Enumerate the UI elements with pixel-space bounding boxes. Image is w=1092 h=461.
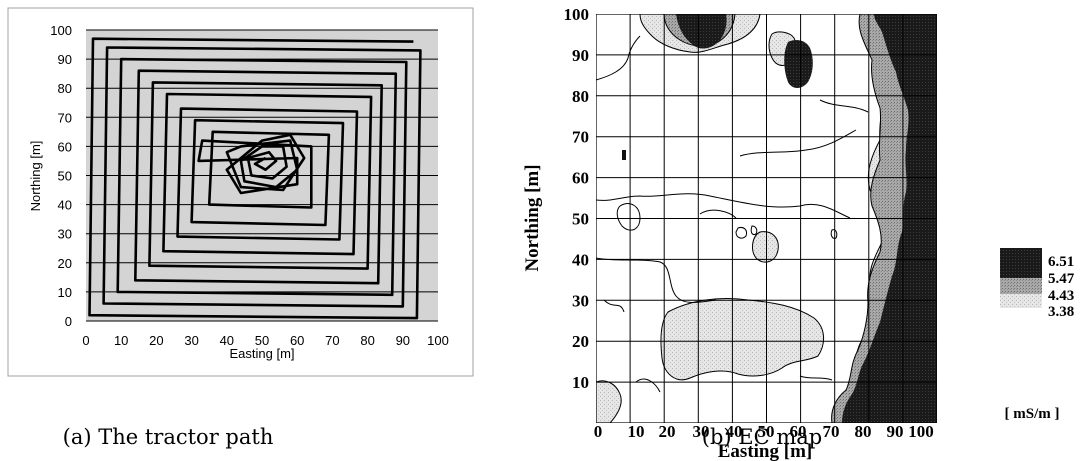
x-tick-label: 0 <box>82 333 89 348</box>
ec-map-x-ticks: 0 10 20 30 40 50 60 70 80 90 100 <box>594 422 934 441</box>
legend-label: 3.38 <box>1048 304 1074 320</box>
x-tick-label: 100 <box>427 333 449 348</box>
legend-swatch-light <box>1000 294 1042 308</box>
y-tick-label: 100 <box>50 23 72 38</box>
y-tick-label: 50 <box>58 169 72 184</box>
x-tick-label: 20 <box>659 422 676 441</box>
y-tick-label: 60 <box>572 169 589 188</box>
ec-region-dark <box>842 14 937 423</box>
x-tick-label: 10 <box>114 333 128 348</box>
y-tick-label: 10 <box>572 373 589 392</box>
x-tick-label: 90 <box>887 422 904 441</box>
x-tick-label: 80 <box>855 422 872 441</box>
panel-a-y-ticks: 0 10 20 30 40 50 60 70 80 90 100 <box>50 23 72 329</box>
ec-region-dark <box>676 14 727 49</box>
ec-map-y-axis-label: Northing [m] <box>522 164 543 271</box>
y-tick-label: 90 <box>572 46 589 65</box>
ec-region-dark <box>784 40 813 88</box>
x-tick-label: 40 <box>726 422 743 441</box>
panel-a-frame <box>7 7 474 377</box>
y-tick-label: 70 <box>572 128 589 147</box>
y-tick-label: 60 <box>58 139 72 154</box>
panel-a-y-axis-label: Northing [m] <box>28 141 43 212</box>
panel-a-x-ticks: 0 10 20 30 40 50 60 70 80 90 100 <box>82 333 448 348</box>
x-tick-label: 100 <box>908 422 934 441</box>
x-tick-label: 30 <box>184 333 198 348</box>
ec-region-light <box>596 380 622 423</box>
y-tick-label: 100 <box>564 5 590 24</box>
x-tick-label: 50 <box>255 333 269 348</box>
legend-label: 6.51 <box>1048 254 1074 270</box>
x-tick-label: 10 <box>628 422 645 441</box>
y-tick-label: 30 <box>58 227 72 242</box>
y-tick-label: 0 <box>65 314 72 329</box>
x-tick-label: 90 <box>396 333 410 348</box>
x-tick-label: 40 <box>220 333 234 348</box>
caption-a: (a) The tractor path <box>63 425 274 449</box>
y-tick-label: 30 <box>572 291 589 310</box>
legend-label: 5.47 <box>1048 271 1075 287</box>
legend-label: 4.43 <box>1048 288 1074 304</box>
legend-unit: [ mS/m ] <box>1005 406 1060 422</box>
x-tick-label: 70 <box>325 333 339 348</box>
y-tick-label: 20 <box>572 332 589 351</box>
legend-swatch-mid <box>1000 278 1042 294</box>
y-tick-label: 80 <box>58 81 72 96</box>
y-tick-label: 70 <box>58 110 72 125</box>
ec-contour <box>596 35 869 303</box>
ec-map-y-ticks: 10 20 30 40 50 60 70 80 90 100 <box>564 5 590 392</box>
ec-contour <box>616 203 641 231</box>
y-tick-label: 90 <box>58 52 72 67</box>
x-tick-label: 60 <box>790 422 807 441</box>
y-tick-label: 40 <box>58 198 72 213</box>
x-tick-label: 20 <box>149 333 163 348</box>
tractor-path-line <box>88 37 422 320</box>
tractor-path-panel: 0 10 20 30 40 50 60 70 80 90 100 0 10 20 30 40 50 60 70 80… <box>7 7 474 449</box>
ec-region-light <box>752 231 779 263</box>
caption-b: (b) EC map <box>702 425 822 449</box>
ec-map-gridlines <box>596 14 937 423</box>
panel-a-x-axis-label: Easting [m] <box>229 346 294 361</box>
y-tick-label: 40 <box>572 250 589 269</box>
ec-map-x-axis-label: Easting [m] <box>718 441 812 461</box>
ec-map-plot-area <box>596 14 937 423</box>
y-tick-label: 10 <box>58 285 72 300</box>
ec-region-dark <box>622 150 626 160</box>
y-tick-label: 80 <box>572 87 589 106</box>
x-tick-label: 0 <box>594 422 603 441</box>
x-tick-label: 70 <box>823 422 840 441</box>
y-tick-label: 50 <box>572 210 589 229</box>
x-tick-label: 60 <box>290 333 304 348</box>
x-tick-label: 80 <box>360 333 374 348</box>
ec-legend: 6.51 5.47 4.43 3.38 [ mS/m ] <box>1000 248 1075 422</box>
legend-swatch-dark <box>1000 248 1042 278</box>
y-tick-label: 20 <box>58 256 72 271</box>
ec-contour <box>603 209 833 393</box>
x-tick-label: 30 <box>693 422 710 441</box>
x-tick-label: 50 <box>758 422 775 441</box>
